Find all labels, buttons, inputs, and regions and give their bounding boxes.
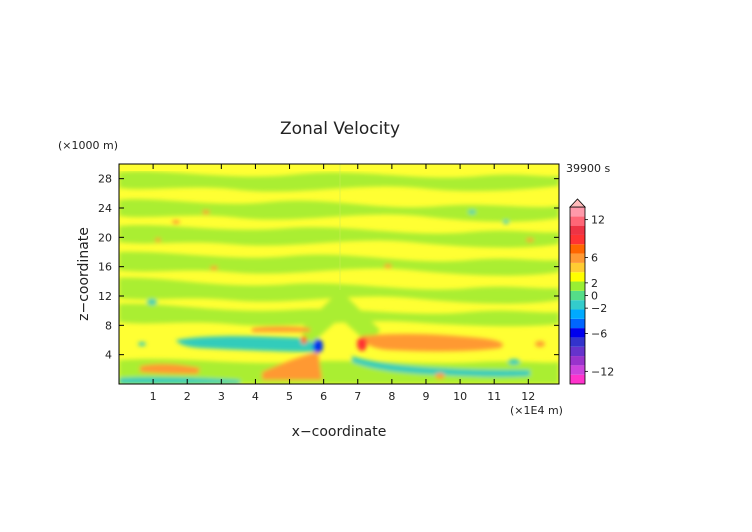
colorbar-tick-label: −6 — [591, 327, 607, 340]
heatmap-patch — [526, 238, 534, 242]
heatmap-strong-positive-core — [301, 336, 307, 344]
colorbar-tick-label: 0 — [591, 290, 598, 303]
colorbar-swatch — [570, 216, 585, 226]
time-label: 39900 s — [566, 162, 610, 175]
heatmap-negative-lobe — [176, 336, 317, 352]
heatmap-band — [119, 225, 559, 248]
colorbar-tick-label: 6 — [591, 252, 598, 265]
heatmap-patch — [210, 266, 218, 270]
colorbar-tick-label: −2 — [591, 302, 607, 315]
heatmap-patch — [155, 238, 161, 242]
plot-frame — [118, 163, 560, 385]
heatmap-band — [119, 251, 559, 276]
heatmap-positive-lobe — [262, 352, 322, 380]
heatmap-positive-lobe — [140, 363, 200, 374]
x-axis: 1 2 3 4 5 6 7 8 9 10 11 12 — [150, 164, 535, 403]
heatmap-patch — [535, 341, 545, 347]
heatmap-patch — [147, 299, 157, 305]
heatmap-band — [119, 277, 559, 304]
colorbar-swatch — [570, 234, 585, 245]
heatmap-patch — [503, 220, 509, 224]
chart-title: Zonal Velocity — [280, 119, 400, 139]
colorbar-swatch — [570, 281, 585, 291]
y-tick-label: 4 — [105, 349, 112, 362]
heatmap-patch — [138, 342, 146, 346]
heatmap-patch — [508, 359, 520, 365]
x-tick-label: 9 — [422, 390, 429, 403]
x-unit-label: (×1E4 m) — [510, 404, 563, 417]
heatmap-band — [119, 199, 559, 222]
colorbar-swatch — [570, 272, 585, 282]
colorbar-max-arrow — [569, 198, 586, 208]
heatmap-band — [119, 359, 559, 384]
colorbar-swatch — [570, 207, 585, 217]
heatmap-field — [119, 164, 559, 384]
x-tick-label: 4 — [252, 390, 259, 403]
y-tick-label: 20 — [98, 231, 112, 244]
colorbar-swatch — [570, 356, 585, 366]
colorbar: 12 6 20−2 −6 −12 — [569, 198, 614, 385]
colorbar-swatch — [570, 346, 585, 357]
colorbar-swatch — [570, 374, 585, 384]
colorbar-tick-label: 2 — [591, 277, 598, 290]
x-tick-label: 2 — [184, 390, 191, 403]
heatmap-positive-lobe — [362, 333, 504, 352]
y-tick-label: 28 — [98, 173, 112, 186]
colorbar-tick-label: −12 — [591, 365, 614, 378]
x-tick-label: 7 — [354, 390, 361, 403]
x-axis-label: x−coordinate — [292, 424, 387, 440]
x-tick-label: 10 — [453, 390, 467, 403]
colorbar-swatch — [570, 309, 585, 319]
heatmap-band — [119, 171, 559, 192]
heatmap-negative-lobe — [119, 377, 240, 384]
heatmap-patch — [202, 210, 210, 214]
colorbar-tick-label: 12 — [591, 214, 605, 227]
colorbar-swatch — [570, 318, 585, 329]
colorbar-swatch — [570, 253, 585, 263]
heatmap-wake — [300, 290, 380, 345]
y-axis-label: z−coordinate — [76, 227, 92, 321]
x-tick-label: 8 — [388, 390, 395, 403]
heatmap-negative-lobe — [352, 356, 530, 377]
colorbar-swatch — [570, 337, 585, 347]
colorbar-swatch — [570, 365, 585, 375]
x-tick-label: 3 — [218, 390, 225, 403]
y-tick-label: 16 — [98, 261, 112, 274]
heatmap-strong-positive-core — [357, 337, 367, 351]
heatmap-patch — [468, 210, 476, 214]
heatmap-positive-lobe — [252, 326, 310, 332]
y-tick-label: 24 — [98, 202, 112, 215]
heatmap-patch — [435, 373, 445, 379]
colorbar-swatch — [570, 300, 585, 310]
x-tick-label: 12 — [521, 390, 535, 403]
colorbar-swatch — [570, 244, 585, 254]
x-tick-label: 11 — [487, 390, 501, 403]
y-tick-label: 8 — [105, 319, 112, 332]
x-tick-label: 5 — [286, 390, 293, 403]
heatmap-patch — [384, 264, 392, 268]
x-tick-label: 1 — [150, 390, 157, 403]
y-unit-label: (×1000 m) — [58, 139, 118, 152]
colorbar-swatch — [570, 262, 585, 273]
colorbar-swatch — [570, 328, 585, 338]
heatmap-strong-negative-core — [313, 339, 323, 353]
y-axis: 4 8 12 16 20 24 28 — [98, 173, 559, 362]
heatmap-patch — [172, 220, 180, 224]
y-tick-label: 12 — [98, 290, 112, 303]
colorbar-swatch — [570, 290, 585, 301]
x-tick-label: 6 — [320, 390, 327, 403]
colorbar-swatch — [570, 225, 585, 235]
